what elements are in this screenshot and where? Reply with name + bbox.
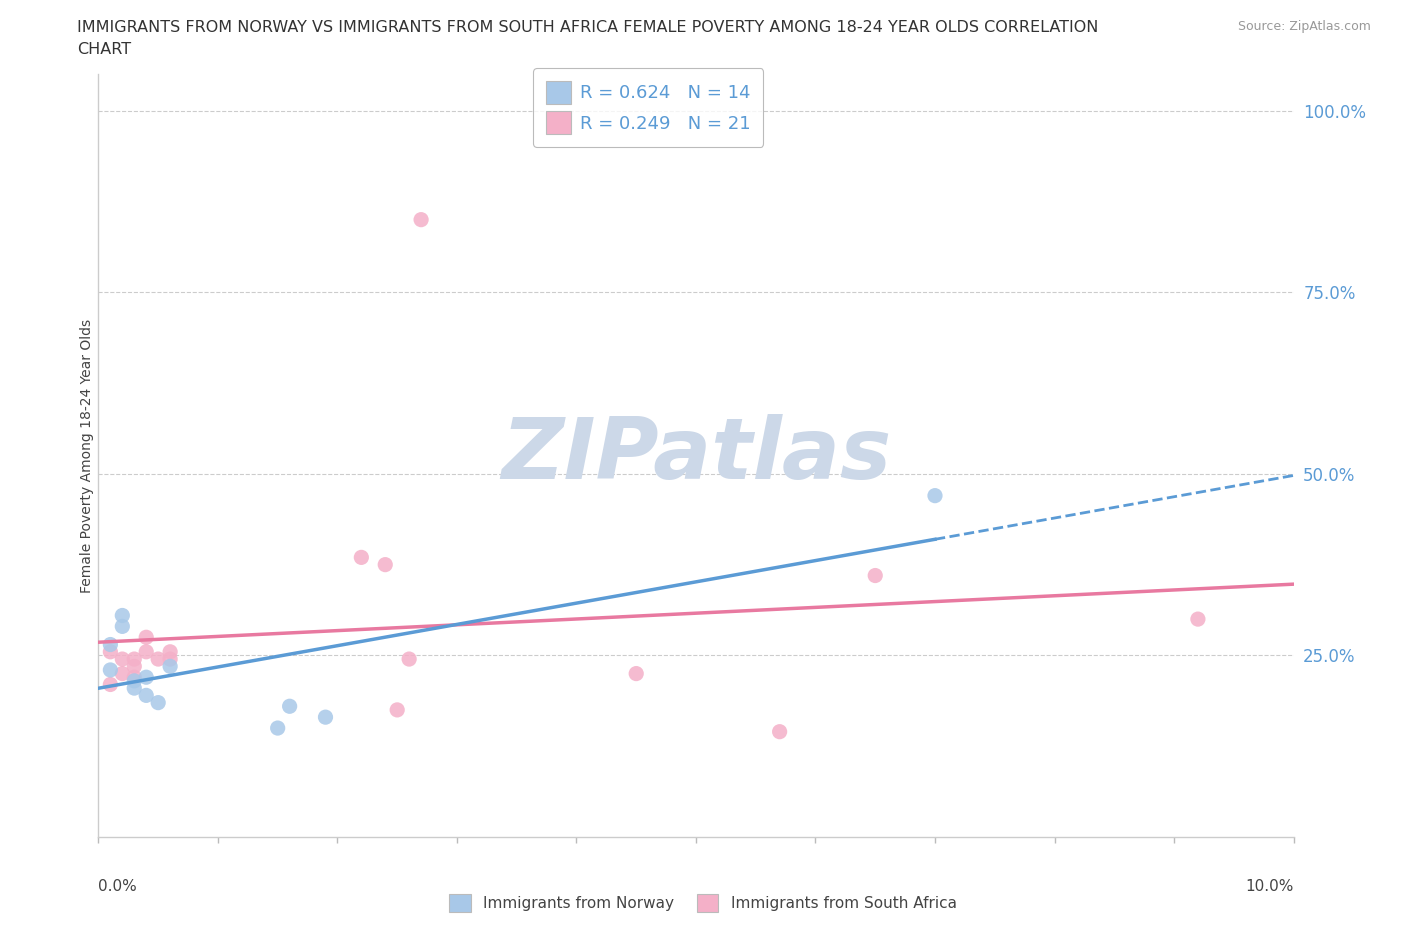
Legend: Immigrants from Norway, Immigrants from South Africa: Immigrants from Norway, Immigrants from … (443, 888, 963, 918)
Point (398, 652, 420, 667)
Point (135, 644, 157, 659)
Point (124, 681, 146, 696)
Point (159, 658, 181, 673)
Point (98, 644, 122, 659)
Legend: R = 0.624   N = 14, R = 0.249   N = 21: R = 0.624 N = 14, R = 0.249 N = 21 (533, 68, 763, 147)
Point (374, 557, 396, 572)
Point (626, 666, 648, 681)
Point (111, 619, 134, 634)
Point (159, 652, 181, 667)
Text: ZIPatlas: ZIPatlas (501, 414, 891, 498)
Point (111, 666, 134, 681)
Point (865, 568, 887, 583)
Point (267, 721, 290, 736)
Point (135, 630, 157, 644)
Point (315, 710, 337, 724)
Point (98, 662, 122, 677)
Point (111, 652, 134, 667)
Text: 10.0%: 10.0% (1246, 879, 1294, 894)
Point (124, 652, 146, 667)
Point (769, 724, 792, 739)
Point (98, 637, 122, 652)
Point (111, 608, 134, 623)
Point (148, 696, 170, 711)
Point (278, 698, 301, 713)
Point (411, 212, 433, 227)
Text: CHART: CHART (77, 42, 131, 57)
Point (124, 658, 146, 673)
Point (148, 652, 170, 667)
Point (135, 670, 157, 684)
Point (924, 488, 946, 503)
Point (98, 677, 122, 692)
Y-axis label: Female Poverty Among 18-24 Year Olds: Female Poverty Among 18-24 Year Olds (80, 319, 94, 592)
Point (135, 688, 157, 703)
Point (124, 673, 146, 688)
Text: 0.0%: 0.0% (98, 879, 138, 894)
Point (124, 670, 146, 684)
Text: Source: ZipAtlas.com: Source: ZipAtlas.com (1237, 20, 1371, 33)
Point (159, 644, 181, 659)
Point (350, 550, 373, 565)
Text: IMMIGRANTS FROM NORWAY VS IMMIGRANTS FROM SOUTH AFRICA FEMALE POVERTY AMONG 18-2: IMMIGRANTS FROM NORWAY VS IMMIGRANTS FRO… (77, 20, 1098, 35)
Point (1187, 612, 1209, 627)
Point (385, 702, 409, 717)
